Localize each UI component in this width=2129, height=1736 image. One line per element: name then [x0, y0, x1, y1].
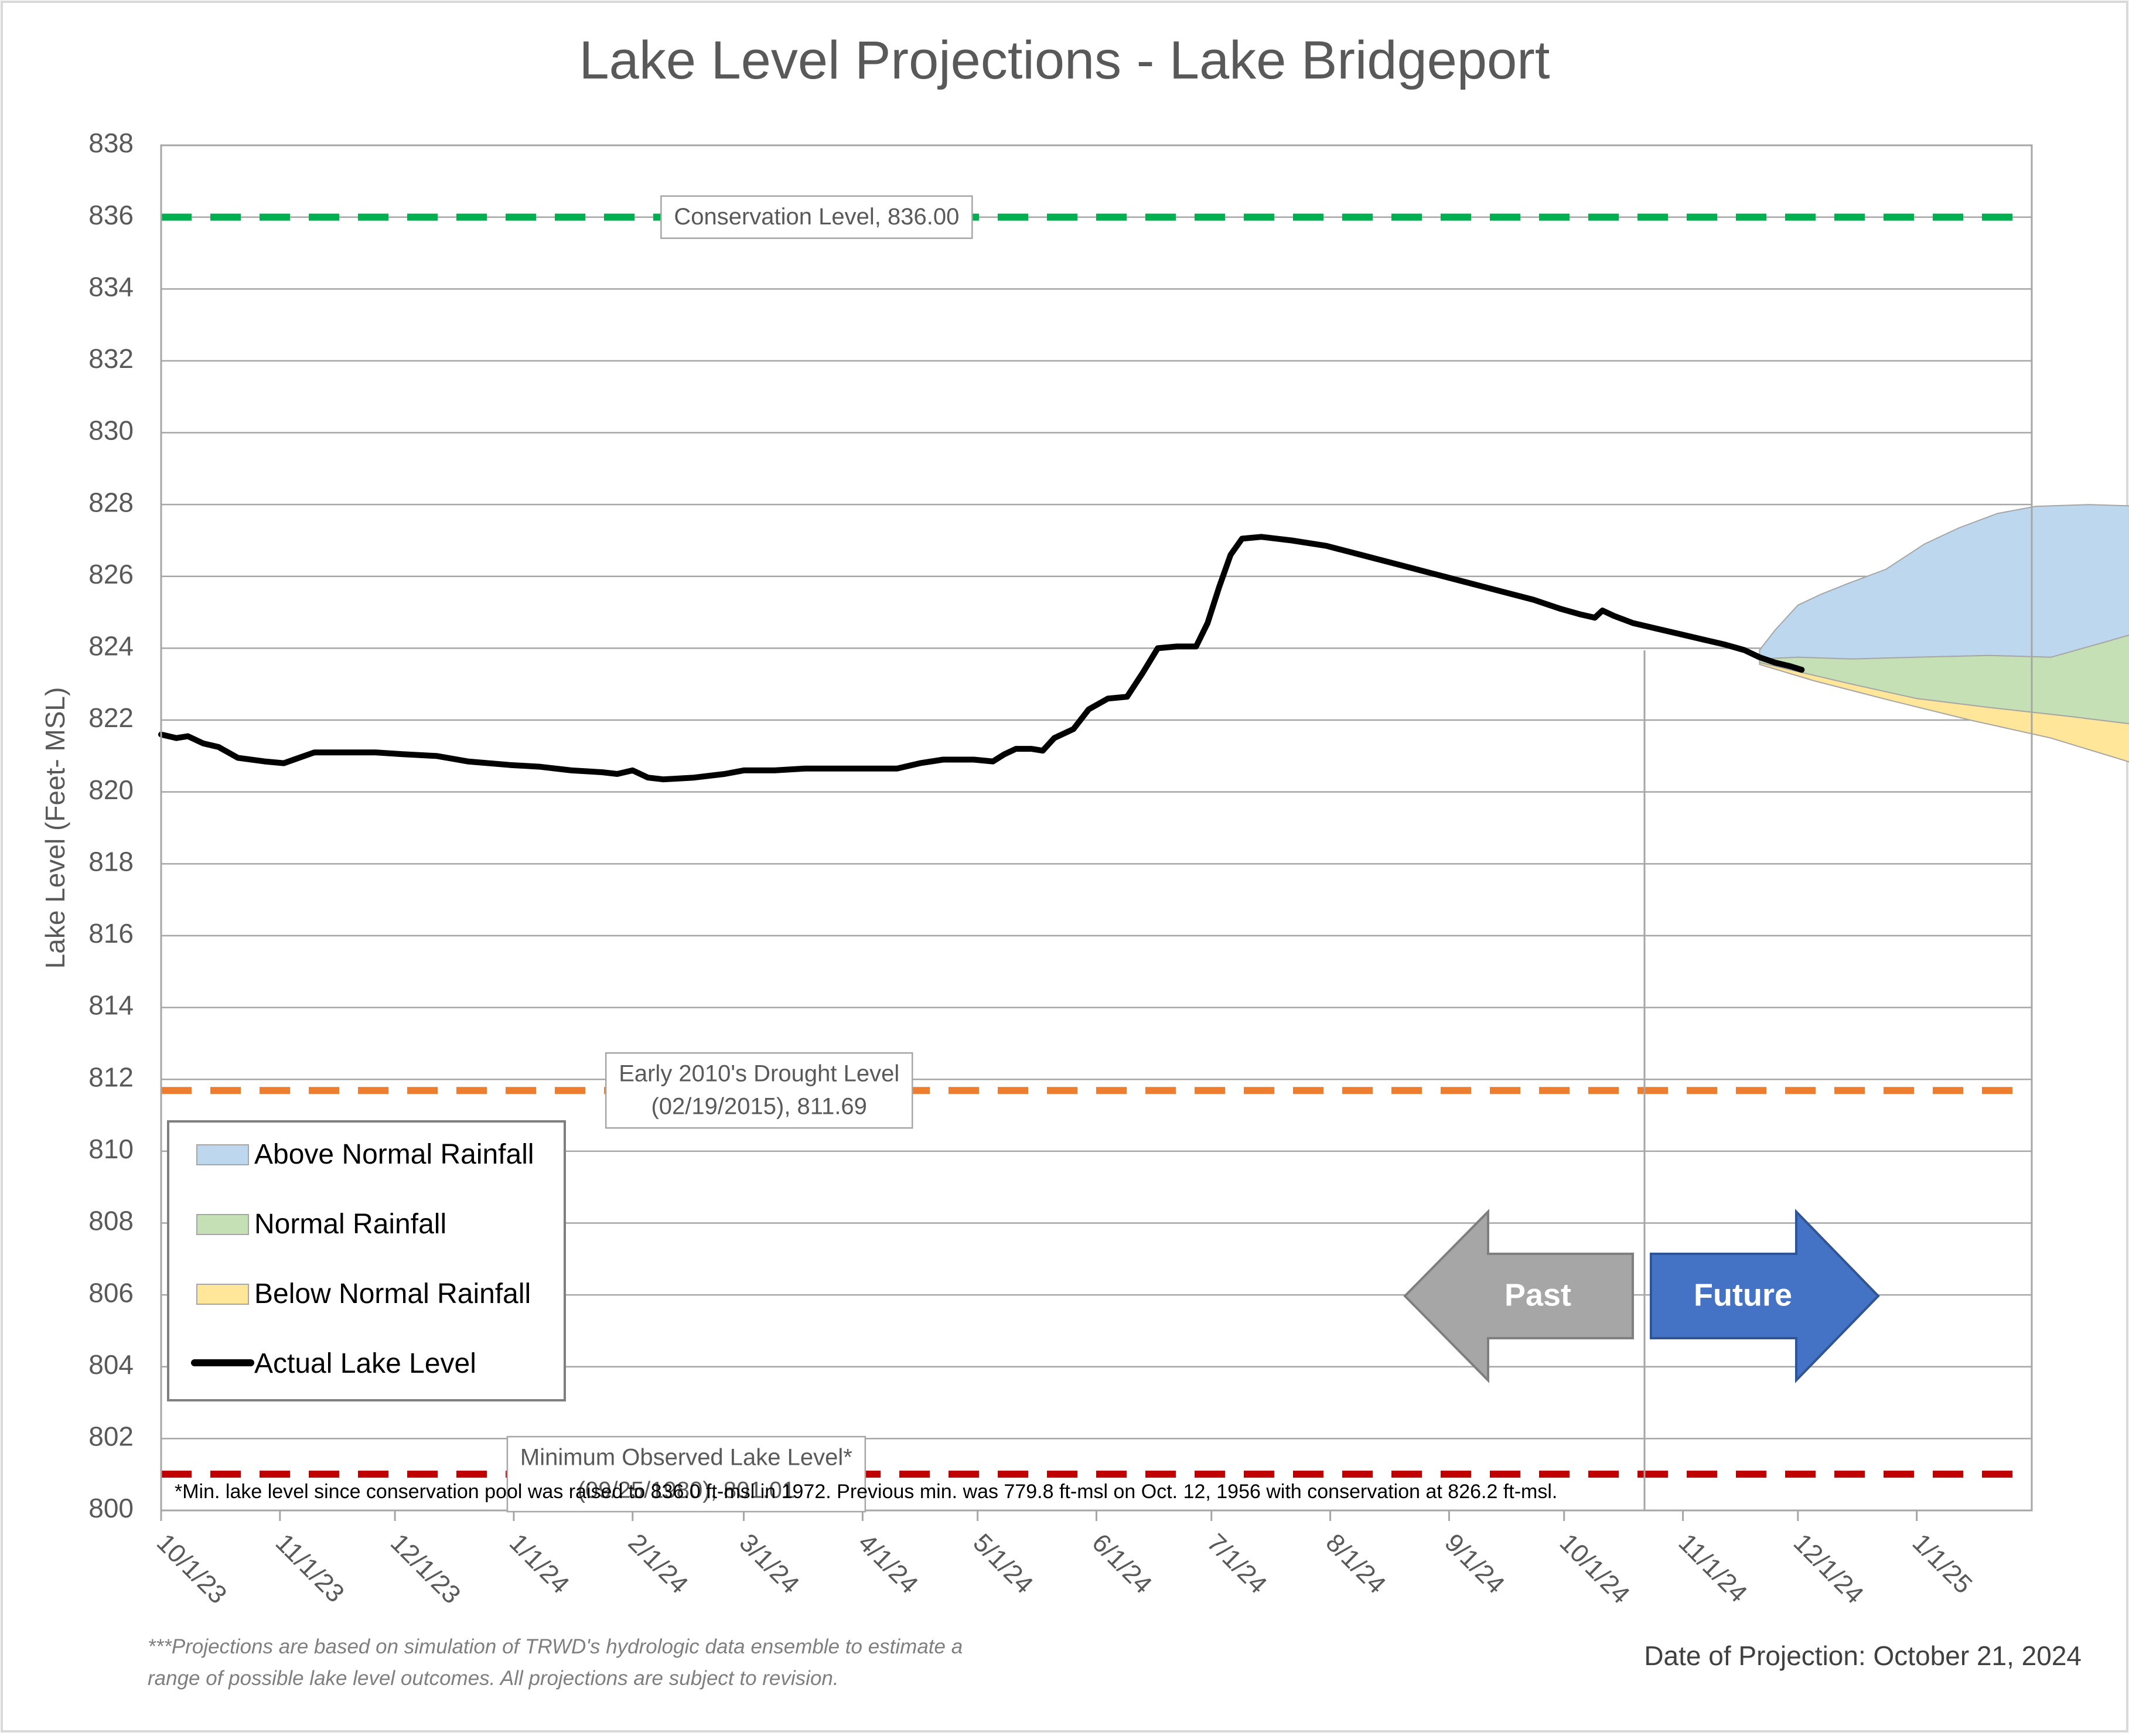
reference-label-early-2010-s-drought-level: Early 2010's Drought Level (02/19/2015), … [605, 1052, 913, 1129]
y-tick-label: 806 [88, 1277, 134, 1308]
y-tick-label: 834 [88, 271, 134, 302]
y-tick-label: 826 [88, 559, 134, 589]
y-tick-label: 836 [88, 200, 134, 230]
legend-label-above-normal: Above Normal Rainfall [254, 1139, 534, 1170]
actual-lake-level-series [158, 534, 1805, 783]
past-arrow: Past [1403, 1209, 1634, 1383]
y-tick-label: 828 [88, 487, 134, 517]
legend: Above Normal Rainfall Normal Rainfall Be… [167, 1120, 566, 1401]
y-tick-label: 808 [88, 1206, 134, 1236]
legend-label-normal: Normal Rainfall [254, 1209, 446, 1240]
band-below-normal-rainfall [1759, 661, 2129, 763]
y-tick-label: 824 [88, 631, 134, 661]
reference-lines [161, 213, 2032, 1478]
past-arrow-label: Past [1504, 1277, 1571, 1312]
reference-label-text: (02/19/2015), 811.69 [651, 1094, 866, 1120]
reference-label-text: (09/25/1980), 801.01 [578, 1477, 795, 1503]
y-tick-label: 818 [88, 846, 134, 876]
legend-box [167, 1120, 566, 1401]
future-arrow-label: Future [1694, 1277, 1792, 1312]
reference-label-box [605, 1052, 913, 1129]
reference-label-text: Early 2010's Drought Level [619, 1061, 899, 1087]
projection-bands [1759, 504, 2129, 763]
y-tick-label: 822 [88, 702, 134, 733]
legend-label-below-normal: Below Normal Rainfall [254, 1278, 531, 1309]
y-tick-label: 812 [88, 1062, 134, 1092]
reference-label-text: Minimum Observed Lake Level* [520, 1444, 852, 1470]
y-tick-label: 800 [88, 1493, 134, 1523]
legend-item-normal: Normal Rainfall [196, 1209, 446, 1240]
reference-line-labels: Conservation Level, 836.00 Early 2010's D… [506, 195, 973, 1513]
minimum-level-note: *Min. lake level since conservation pool… [175, 1481, 1557, 1503]
legend-item-above-normal: Above Normal Rainfall [196, 1139, 534, 1170]
reference-label-text: Conservation Level, 836.00 [674, 204, 959, 230]
chart-title: Lake Level Projections - Lake Bridgeport [579, 30, 1550, 90]
legend-item-below-normal: Below Normal Rainfall [196, 1278, 531, 1309]
reference-label-conservation-level: Conservation Level, 836.00 [660, 195, 973, 239]
y-tick-label: 804 [88, 1349, 134, 1380]
actual-lake-level-line [158, 534, 1805, 783]
y-tick-label: 820 [88, 775, 134, 805]
y-tick-label: 816 [88, 918, 134, 949]
legend-label-actual-level: Actual Lake Level [254, 1348, 476, 1379]
y-tick-label: 838 [88, 128, 134, 158]
future-arrow: Future [1650, 1209, 1880, 1383]
projection-footnote-line-1: ***Projections are based on simulation o… [148, 1635, 963, 1658]
legend-swatch-normal [196, 1214, 249, 1235]
past-arrow-shape [1403, 1209, 1634, 1383]
y-tick-label: 832 [88, 343, 134, 374]
reference-label-box [506, 1435, 866, 1513]
y-tick-label: 830 [88, 415, 134, 446]
legend-item-actual-level: Actual Lake Level [191, 1348, 476, 1379]
y-axis-label: Lake Level (Feet- MSL) [40, 687, 70, 969]
y-tick-label: 802 [88, 1421, 134, 1452]
y-tick-label: 814 [88, 990, 134, 1021]
legend-swatch-above-normal [196, 1144, 249, 1165]
projection-date-label: Date of Projection: October 21, 2024 [1644, 1640, 2082, 1671]
projection-footnote-line-2: range of possible lake level outcomes. A… [148, 1667, 839, 1690]
y-axis-tick-labels: 800 802 804 806 808 810 812 814 816 818 820 822 824 8… [88, 128, 134, 1523]
legend-swatch-below-normal [196, 1284, 249, 1305]
y-tick-label: 810 [88, 1134, 134, 1164]
reference-label-minimum-observed-lake-level: Minimum Observed Lake Level* (09/25/1980)… [506, 1435, 866, 1513]
reference-label-box [660, 195, 973, 239]
future-arrow-shape [1650, 1209, 1880, 1383]
